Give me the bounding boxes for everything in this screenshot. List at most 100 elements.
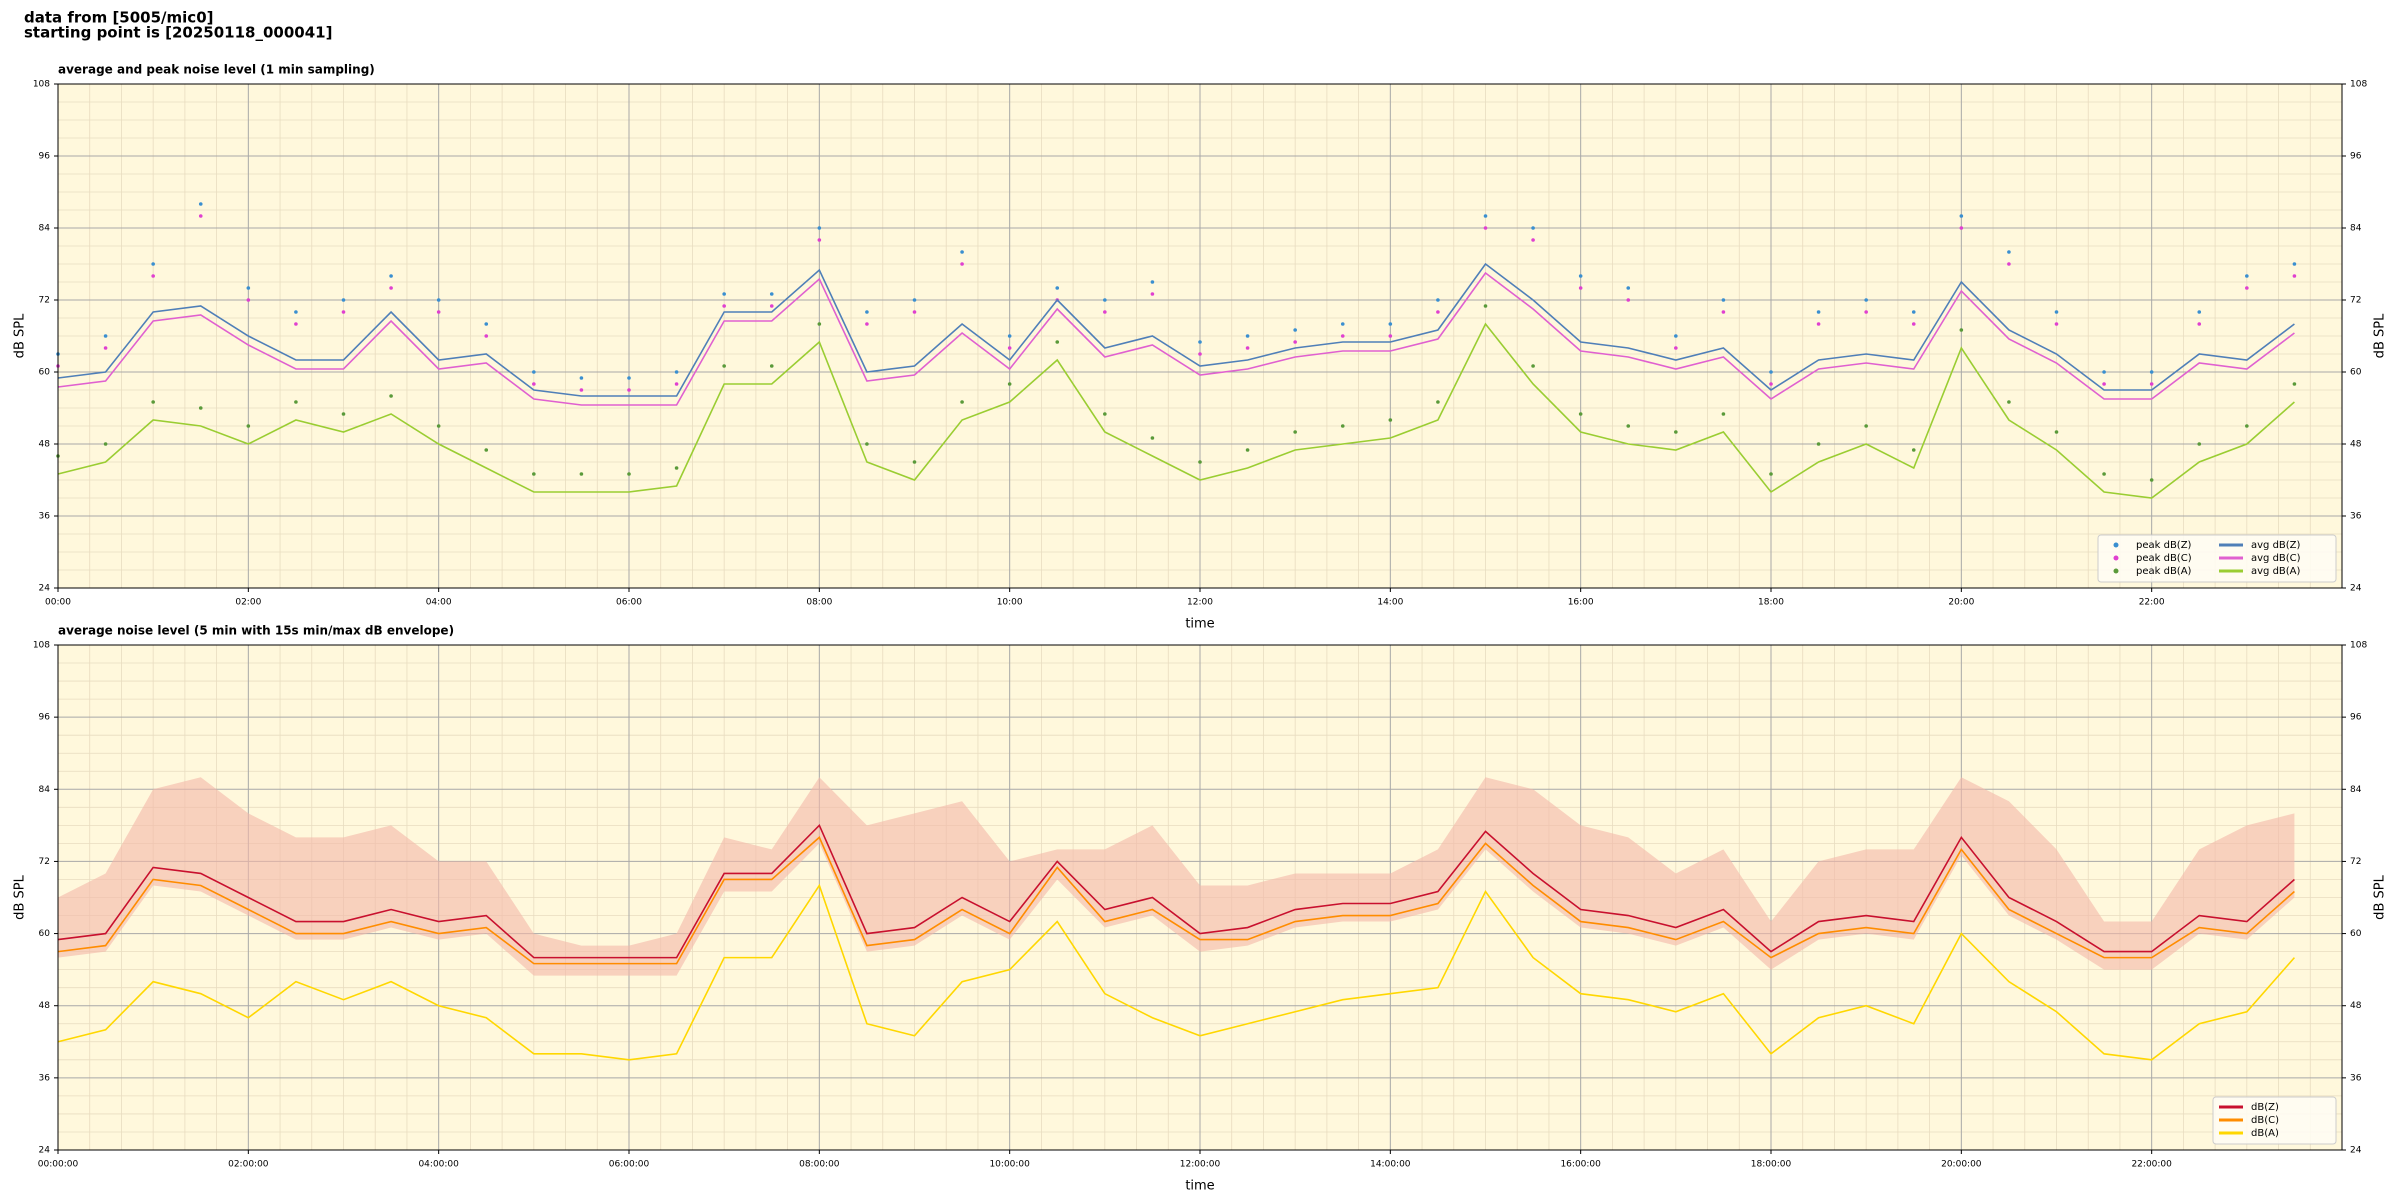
peak-point bbox=[865, 442, 869, 446]
peak-point bbox=[2102, 472, 2106, 476]
peak-point bbox=[1674, 346, 1678, 350]
peak-point bbox=[1578, 412, 1583, 416]
x-tick-label: 14:00 bbox=[1377, 598, 1403, 608]
peak-point bbox=[1340, 424, 1345, 428]
peak-point bbox=[1959, 226, 1964, 230]
y-axis-label: dB SPL bbox=[13, 874, 28, 919]
legend-label: dB(C) bbox=[2251, 1115, 2279, 1126]
peak-point bbox=[2292, 262, 2297, 266]
peak-point bbox=[198, 202, 203, 206]
peak-point bbox=[103, 334, 108, 338]
peak-point bbox=[1626, 286, 1631, 290]
peak-point bbox=[2102, 382, 2106, 386]
peak-point bbox=[817, 226, 822, 230]
peak-point bbox=[579, 376, 584, 380]
peak-point bbox=[1388, 322, 1393, 326]
series-line bbox=[57, 823, 2295, 959]
peak-point bbox=[817, 322, 822, 326]
peak-point bbox=[198, 406, 203, 410]
y-tick-label: 36 bbox=[39, 512, 51, 522]
legend-marker bbox=[2113, 542, 2119, 548]
peak-point bbox=[1911, 448, 1916, 452]
peak-point bbox=[2197, 322, 2202, 326]
envelope-area bbox=[58, 777, 2295, 976]
chart-title: average and peak noise level (1 min samp… bbox=[58, 63, 375, 77]
peak-point bbox=[246, 298, 251, 302]
y-tick-label: 24 bbox=[39, 1146, 51, 1156]
peak-point bbox=[151, 262, 155, 266]
y-tick-label: 24 bbox=[2350, 584, 2362, 594]
x-tick-label: 12:00 bbox=[1187, 598, 1213, 608]
peak-point bbox=[1864, 424, 1868, 428]
x-tick-label: 18:00:00 bbox=[1751, 1160, 1792, 1170]
peak-point bbox=[1150, 280, 1155, 284]
x-tick-label: 08:00 bbox=[806, 598, 832, 608]
peak-point bbox=[1150, 292, 1155, 296]
peak-point bbox=[103, 346, 108, 350]
legend-label: peak dB(C) bbox=[2136, 553, 2192, 564]
peak-point bbox=[436, 424, 441, 428]
peak-point bbox=[1483, 214, 1488, 218]
y-tick-label: 96 bbox=[39, 713, 51, 723]
peak-point bbox=[1007, 382, 1012, 386]
peak-point bbox=[1911, 322, 1916, 326]
peak-point bbox=[960, 400, 964, 404]
y-tick-label: 108 bbox=[33, 641, 50, 651]
x-tick-label: 00:00 bbox=[45, 598, 71, 608]
peak-point bbox=[2197, 310, 2202, 314]
peak-point bbox=[1626, 424, 1631, 428]
legend-label: avg dB(C) bbox=[2251, 553, 2301, 564]
peak-point bbox=[769, 304, 774, 308]
peak-point bbox=[865, 310, 869, 314]
peak-point bbox=[1198, 460, 1202, 464]
legend-label: peak dB(A) bbox=[2136, 566, 2192, 577]
peak-point bbox=[1007, 346, 1012, 350]
y-tick-label: 60 bbox=[39, 929, 51, 939]
peak-point bbox=[2292, 274, 2297, 278]
peak-point bbox=[627, 388, 631, 392]
series-line bbox=[57, 836, 2295, 965]
peak-point bbox=[627, 472, 631, 476]
peak-point bbox=[1911, 310, 1916, 314]
y-tick-label: 108 bbox=[2350, 641, 2367, 651]
peak-point bbox=[532, 472, 536, 476]
peak-point bbox=[1436, 400, 1440, 404]
peak-point bbox=[484, 322, 489, 326]
peak-point bbox=[1721, 298, 1726, 302]
plot-frame bbox=[57, 83, 2343, 589]
peak-point bbox=[484, 448, 489, 452]
x-tick-label: 16:00 bbox=[1568, 598, 1594, 608]
y-tick-label: 84 bbox=[2350, 224, 2362, 234]
peak-point bbox=[817, 238, 822, 242]
y-tick-label: 48 bbox=[39, 1001, 51, 1011]
peak-point bbox=[1245, 346, 1250, 350]
peak-point bbox=[1436, 310, 1440, 314]
peak-point bbox=[1245, 334, 1250, 338]
peak-point bbox=[1436, 298, 1440, 302]
peak-point bbox=[2007, 262, 2011, 266]
x-axis-label: time bbox=[1185, 1179, 1214, 1194]
y-tick-label: 48 bbox=[2350, 440, 2362, 450]
x-tick-label: 22:00 bbox=[2139, 598, 2165, 608]
peak-point bbox=[1674, 430, 1678, 434]
x-tick-label: 04:00:00 bbox=[418, 1160, 459, 1170]
x-tick-label: 10:00:00 bbox=[989, 1160, 1030, 1170]
peak-point bbox=[769, 292, 774, 296]
y-tick-label: 48 bbox=[39, 440, 51, 450]
peak-point bbox=[246, 424, 251, 428]
y-tick-label: 84 bbox=[39, 224, 51, 234]
legend-marker bbox=[2113, 555, 2119, 561]
x-axis-label: time bbox=[1185, 617, 1214, 632]
y-tick-label: 96 bbox=[2350, 713, 2362, 723]
peak-point bbox=[532, 370, 536, 374]
x-tick-label: 06:00 bbox=[616, 598, 642, 608]
header-line: starting point is [20250118_000041] bbox=[24, 24, 332, 42]
peak-point bbox=[2245, 274, 2249, 278]
y-tick-label: 108 bbox=[33, 80, 50, 90]
peak-point bbox=[722, 364, 726, 368]
peak-point bbox=[389, 286, 393, 290]
peak-point bbox=[2245, 286, 2249, 290]
peak-point bbox=[1388, 334, 1393, 338]
y-axis-label: dB SPL bbox=[2373, 313, 2388, 358]
